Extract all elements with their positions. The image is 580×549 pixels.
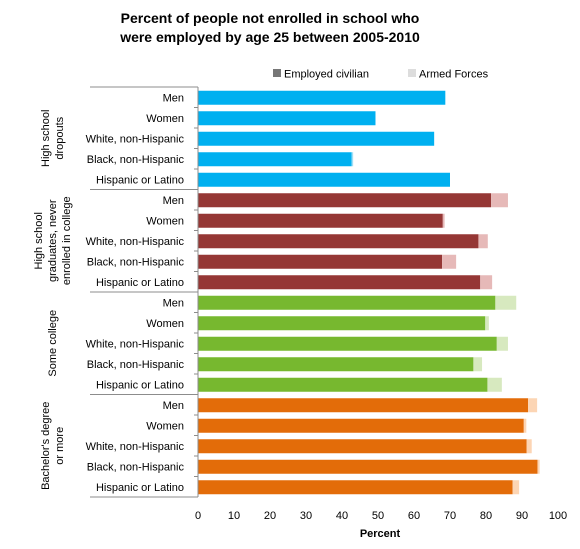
category-label: Hispanic or Latino (96, 174, 184, 186)
bar-armed-forces (523, 418, 527, 433)
bar-armed-forces (491, 193, 508, 208)
bar-employed-civilian (198, 377, 488, 392)
bar-armed-forces (496, 336, 508, 351)
bar-employed-civilian (198, 254, 443, 269)
category-label: Black, non-Hispanic (87, 256, 185, 268)
bar-employed-civilian (198, 90, 446, 105)
bar-armed-forces (537, 459, 540, 474)
bar-armed-forces (512, 480, 520, 495)
bar-armed-forces (528, 398, 538, 413)
category-label: Men (163, 297, 184, 309)
bar-employed-civilian (198, 459, 538, 474)
group-label: enrolled in college (61, 196, 73, 285)
bar-armed-forces (478, 234, 488, 249)
category-label: Men (163, 195, 184, 207)
group-label: High school (40, 110, 52, 167)
category-label: White, non-Hispanic (86, 133, 185, 145)
bar-employed-civilian (198, 275, 481, 290)
x-tick-label: 90 (516, 510, 528, 522)
x-tick-label: 0 (195, 510, 201, 522)
bar-employed-civilian (198, 193, 492, 208)
category-label: White, non-Hispanic (86, 236, 185, 248)
bar-employed-civilian (198, 480, 513, 495)
category-label: Hispanic or Latino (96, 277, 184, 289)
bar-armed-forces (485, 316, 489, 331)
legend-label: Employed civilian (284, 69, 369, 81)
x-tick-label: 100 (549, 510, 567, 522)
bar-armed-forces (442, 213, 445, 228)
bar-employed-civilian (198, 418, 524, 433)
group-label: Bachelor's degree (40, 402, 52, 490)
bar-employed-civilian (198, 295, 496, 310)
legend-swatch (408, 69, 416, 77)
bar-employed-civilian (198, 336, 497, 351)
legend-swatch (273, 69, 281, 77)
x-tick-label: 60 (408, 510, 420, 522)
category-label: Men (163, 92, 184, 104)
category-label: Women (146, 113, 184, 125)
bar-employed-civilian (198, 111, 376, 126)
group-label: graduates, never (47, 199, 59, 282)
x-tick-label: 50 (372, 510, 384, 522)
bar-employed-civilian (198, 213, 443, 228)
category-label: Hispanic or Latino (96, 379, 184, 391)
x-tick-label: 30 (300, 510, 312, 522)
bar-employed-civilian (198, 172, 450, 187)
bar-employed-civilian (198, 316, 486, 331)
group-label: Some college (47, 310, 59, 377)
chart-title-line-2: were employed by age 25 between 2005-201… (120, 29, 420, 45)
bar-armed-forces (495, 295, 517, 310)
x-axis-title: Percent (360, 528, 401, 540)
x-tick-label: 10 (228, 510, 240, 522)
x-tick-label: 80 (480, 510, 492, 522)
category-label: Women (146, 318, 184, 330)
bar-employed-civilian (198, 234, 479, 249)
bar-armed-forces (487, 377, 502, 392)
group-label: High school (33, 212, 45, 269)
bar-employed-civilian (198, 131, 435, 146)
x-tick-label: 40 (336, 510, 348, 522)
category-label: Men (163, 400, 184, 412)
x-tick-label: 70 (444, 510, 456, 522)
category-label: Black, non-Hispanic (87, 359, 185, 371)
bar-employed-civilian (198, 357, 474, 372)
group-label: or more (54, 427, 66, 465)
bar-armed-forces (480, 275, 493, 290)
category-label: Black, non-Hispanic (87, 461, 185, 473)
legend-label: Armed Forces (419, 69, 489, 81)
bar-armed-forces (473, 357, 483, 372)
bar-employed-civilian (198, 398, 529, 413)
category-label: Women (146, 420, 184, 432)
bar-armed-forces (351, 152, 354, 167)
category-label: Black, non-Hispanic (87, 154, 185, 166)
category-label: Hispanic or Latino (96, 482, 184, 494)
group-label: dropouts (54, 116, 66, 159)
category-label: White, non-Hispanic (86, 441, 185, 453)
bar-armed-forces (442, 254, 457, 269)
bar-employed-civilian (198, 152, 352, 167)
chart-title-line-1: Percent of people not enrolled in school… (120, 10, 420, 26)
category-label: White, non-Hispanic (86, 338, 185, 350)
bar-armed-forces (526, 439, 532, 454)
x-tick-label: 20 (264, 510, 276, 522)
bar-employed-civilian (198, 439, 527, 454)
category-label: Women (146, 215, 184, 227)
